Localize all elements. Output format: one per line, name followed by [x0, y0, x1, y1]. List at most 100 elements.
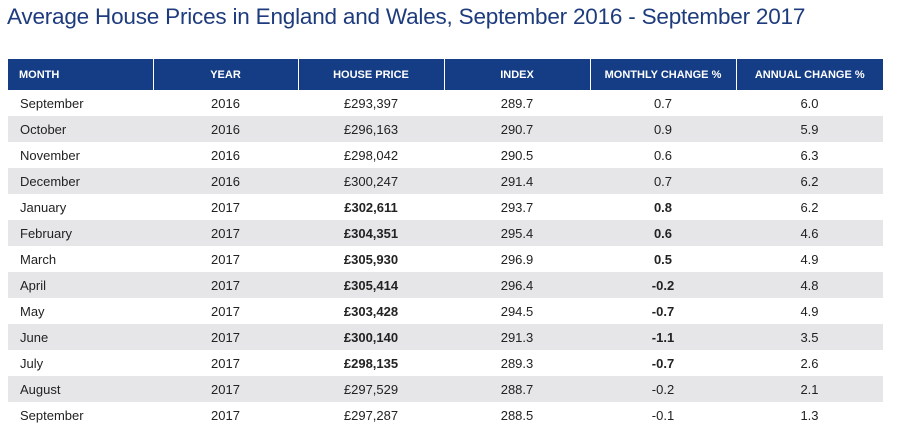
- cell-index: 296.4: [444, 272, 590, 298]
- column-header-year: YEAR: [152, 59, 298, 90]
- cell-annual-change: 6.2: [800, 199, 819, 215]
- cell-annual-change: 6.2: [736, 168, 883, 194]
- cell-month: May: [20, 303, 45, 319]
- cell-year: 2017: [211, 355, 240, 371]
- cell-index: 289.3: [500, 355, 534, 371]
- cell-index: 290.5: [500, 147, 534, 163]
- cell-year: 2017: [211, 303, 240, 319]
- cell-house-price: £305,414: [298, 272, 444, 298]
- cell-month: July: [20, 355, 44, 371]
- cell-index: 296.9: [500, 251, 534, 267]
- column-header-monthly-change: MONTHLY CHANGE %: [589, 59, 736, 90]
- table-row: August 2017 £297,529 288.7 -0.2 2.1: [8, 376, 883, 402]
- cell-month: December: [8, 168, 153, 194]
- cell-index: 294.5: [500, 303, 534, 319]
- column-header-index: INDEX: [443, 59, 590, 90]
- cell-house-price: £303,428: [343, 303, 399, 319]
- cell-annual-change: 4.6: [736, 220, 883, 246]
- column-header-annual-change: ANNUAL CHANGE %: [735, 59, 883, 90]
- cell-annual-change: 1.3: [800, 407, 819, 423]
- house-price-table: MONTH YEAR HOUSE PRICE INDEX MONTHLY CHA…: [8, 59, 883, 428]
- cell-monthly-change: 0.6: [653, 147, 673, 163]
- cell-month: November: [20, 147, 80, 163]
- table-row: May 2017 £303,428 294.5 -0.7 4.9: [8, 298, 883, 324]
- cell-year: 2017: [211, 199, 240, 215]
- cell-annual-change: 2.6: [800, 355, 819, 371]
- cell-monthly-change: 0.5: [653, 251, 673, 267]
- table-row: March 2017 £305,930 296.9 0.5 4.9: [8, 246, 883, 272]
- cell-house-price: £293,397: [343, 95, 399, 111]
- cell-month: June: [8, 324, 153, 350]
- table-title: Average House Prices in England and Wale…: [7, 4, 806, 29]
- cell-annual-change: 4.8: [736, 272, 883, 298]
- cell-year: 2017: [153, 376, 298, 402]
- cell-monthly-change: -0.2: [590, 272, 736, 298]
- cell-house-price: £300,140: [298, 324, 444, 350]
- cell-year: 2016: [211, 147, 240, 163]
- cell-month: September: [20, 407, 84, 423]
- cell-index: 291.4: [444, 168, 590, 194]
- cell-index: 291.3: [444, 324, 590, 350]
- cell-house-price: £305,930: [343, 251, 399, 267]
- cell-index: 288.5: [500, 407, 534, 423]
- cell-index: 288.7: [444, 376, 590, 402]
- cell-monthly-change: 0.8: [653, 199, 673, 215]
- cell-house-price: £297,529: [298, 376, 444, 402]
- cell-year: 2017: [211, 407, 240, 423]
- cell-annual-change: 4.9: [800, 303, 819, 319]
- cell-index: 290.7: [444, 116, 590, 142]
- table-row: January 2017 £302,611 293.7 0.8 6.2: [8, 194, 883, 220]
- column-header-month: MONTH: [8, 59, 153, 90]
- cell-house-price: £296,163: [298, 116, 444, 142]
- cell-index: 289.7: [500, 95, 534, 111]
- cell-month: February: [8, 220, 153, 246]
- cell-year: 2017: [153, 324, 298, 350]
- cell-month: April: [8, 272, 153, 298]
- cell-monthly-change: -1.1: [590, 324, 736, 350]
- cell-month: March: [20, 251, 57, 267]
- table-row: October 2016 £296,163 290.7 0.9 5.9: [8, 116, 883, 142]
- cell-monthly-change: 0.7: [653, 95, 673, 111]
- cell-index: 295.4: [444, 220, 590, 246]
- cell-year: 2016: [153, 116, 298, 142]
- cell-month: January: [20, 199, 67, 215]
- cell-year: 2017: [211, 251, 240, 267]
- table-row: November 2016 £298,042 290.5 0.6 6.3: [8, 142, 883, 168]
- header-row: MONTH YEAR HOUSE PRICE INDEX MONTHLY CHA…: [8, 59, 883, 90]
- table-row: June 2017 £300,140 291.3 -1.1 3.5: [8, 324, 883, 350]
- table-row: February 2017 £304,351 295.4 0.6 4.6: [8, 220, 883, 246]
- cell-annual-change: 5.9: [736, 116, 883, 142]
- column-header-house-price: HOUSE PRICE: [297, 59, 444, 90]
- table-row: December 2016 £300,247 291.4 0.7 6.2: [8, 168, 883, 194]
- cell-house-price: £297,287: [343, 407, 399, 423]
- cell-monthly-change: -0.2: [590, 376, 736, 402]
- cell-house-price: £298,042: [343, 147, 399, 163]
- cell-monthly-change: -0.7: [651, 355, 675, 371]
- cell-annual-change: 6.0: [800, 95, 819, 111]
- cell-year: 2017: [153, 272, 298, 298]
- cell-annual-change: 3.5: [736, 324, 883, 350]
- cell-year: 2017: [153, 220, 298, 246]
- cell-year: 2016: [153, 168, 298, 194]
- cell-month: September: [20, 95, 84, 111]
- table-row: July 2017 £298,135 289.3 -0.7 2.6: [8, 350, 883, 376]
- cell-year: 2016: [211, 95, 240, 111]
- cell-monthly-change: -0.7: [651, 303, 675, 319]
- cell-index: 293.7: [500, 199, 534, 215]
- cell-monthly-change: -0.1: [651, 407, 675, 423]
- cell-house-price: £300,247: [298, 168, 444, 194]
- table-row: September 2017 £297,287 288.5 -0.1 1.3: [8, 402, 883, 428]
- cell-monthly-change: 0.9: [590, 116, 736, 142]
- cell-house-price: £304,351: [298, 220, 444, 246]
- cell-monthly-change: 0.6: [590, 220, 736, 246]
- table-row: September 2016 £293,397 289.7 0.7 6.0: [8, 90, 883, 116]
- cell-annual-change: 2.1: [736, 376, 883, 402]
- cell-month: August: [8, 376, 153, 402]
- cell-annual-change: 4.9: [800, 251, 819, 267]
- cell-house-price: £298,135: [343, 355, 399, 371]
- table-row: April 2017 £305,414 296.4 -0.2 4.8: [8, 272, 883, 298]
- cell-monthly-change: 0.7: [590, 168, 736, 194]
- cell-house-price: £302,611: [344, 199, 398, 215]
- cell-annual-change: 6.3: [800, 147, 819, 163]
- cell-month: October: [8, 116, 153, 142]
